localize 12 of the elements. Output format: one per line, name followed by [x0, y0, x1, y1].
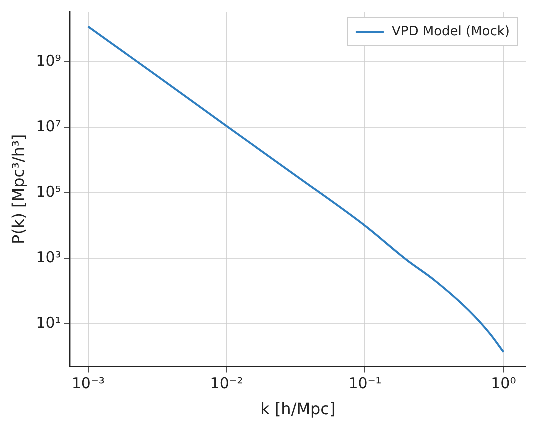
legend-label: VPD Model (Mock)	[392, 24, 510, 40]
y-tick-label: 10⁵	[36, 183, 62, 202]
y-tick-label: 10¹	[36, 314, 62, 332]
x-axis-title: k [h/Mpc]	[260, 400, 336, 419]
x-tick-label: 10⁻³	[72, 374, 105, 393]
y-tick-label: 10⁹	[36, 52, 62, 70]
x-tick-label: 10⁻²	[210, 374, 244, 393]
y-tick-label: 10⁷	[36, 118, 62, 136]
y-axis-title: P(k) [Mpc³/h³]	[8, 134, 28, 244]
y-tick-label: 10³	[36, 248, 62, 267]
x-tick-label: 10⁰	[491, 374, 516, 393]
x-tick-label: 10⁻¹	[348, 374, 382, 393]
